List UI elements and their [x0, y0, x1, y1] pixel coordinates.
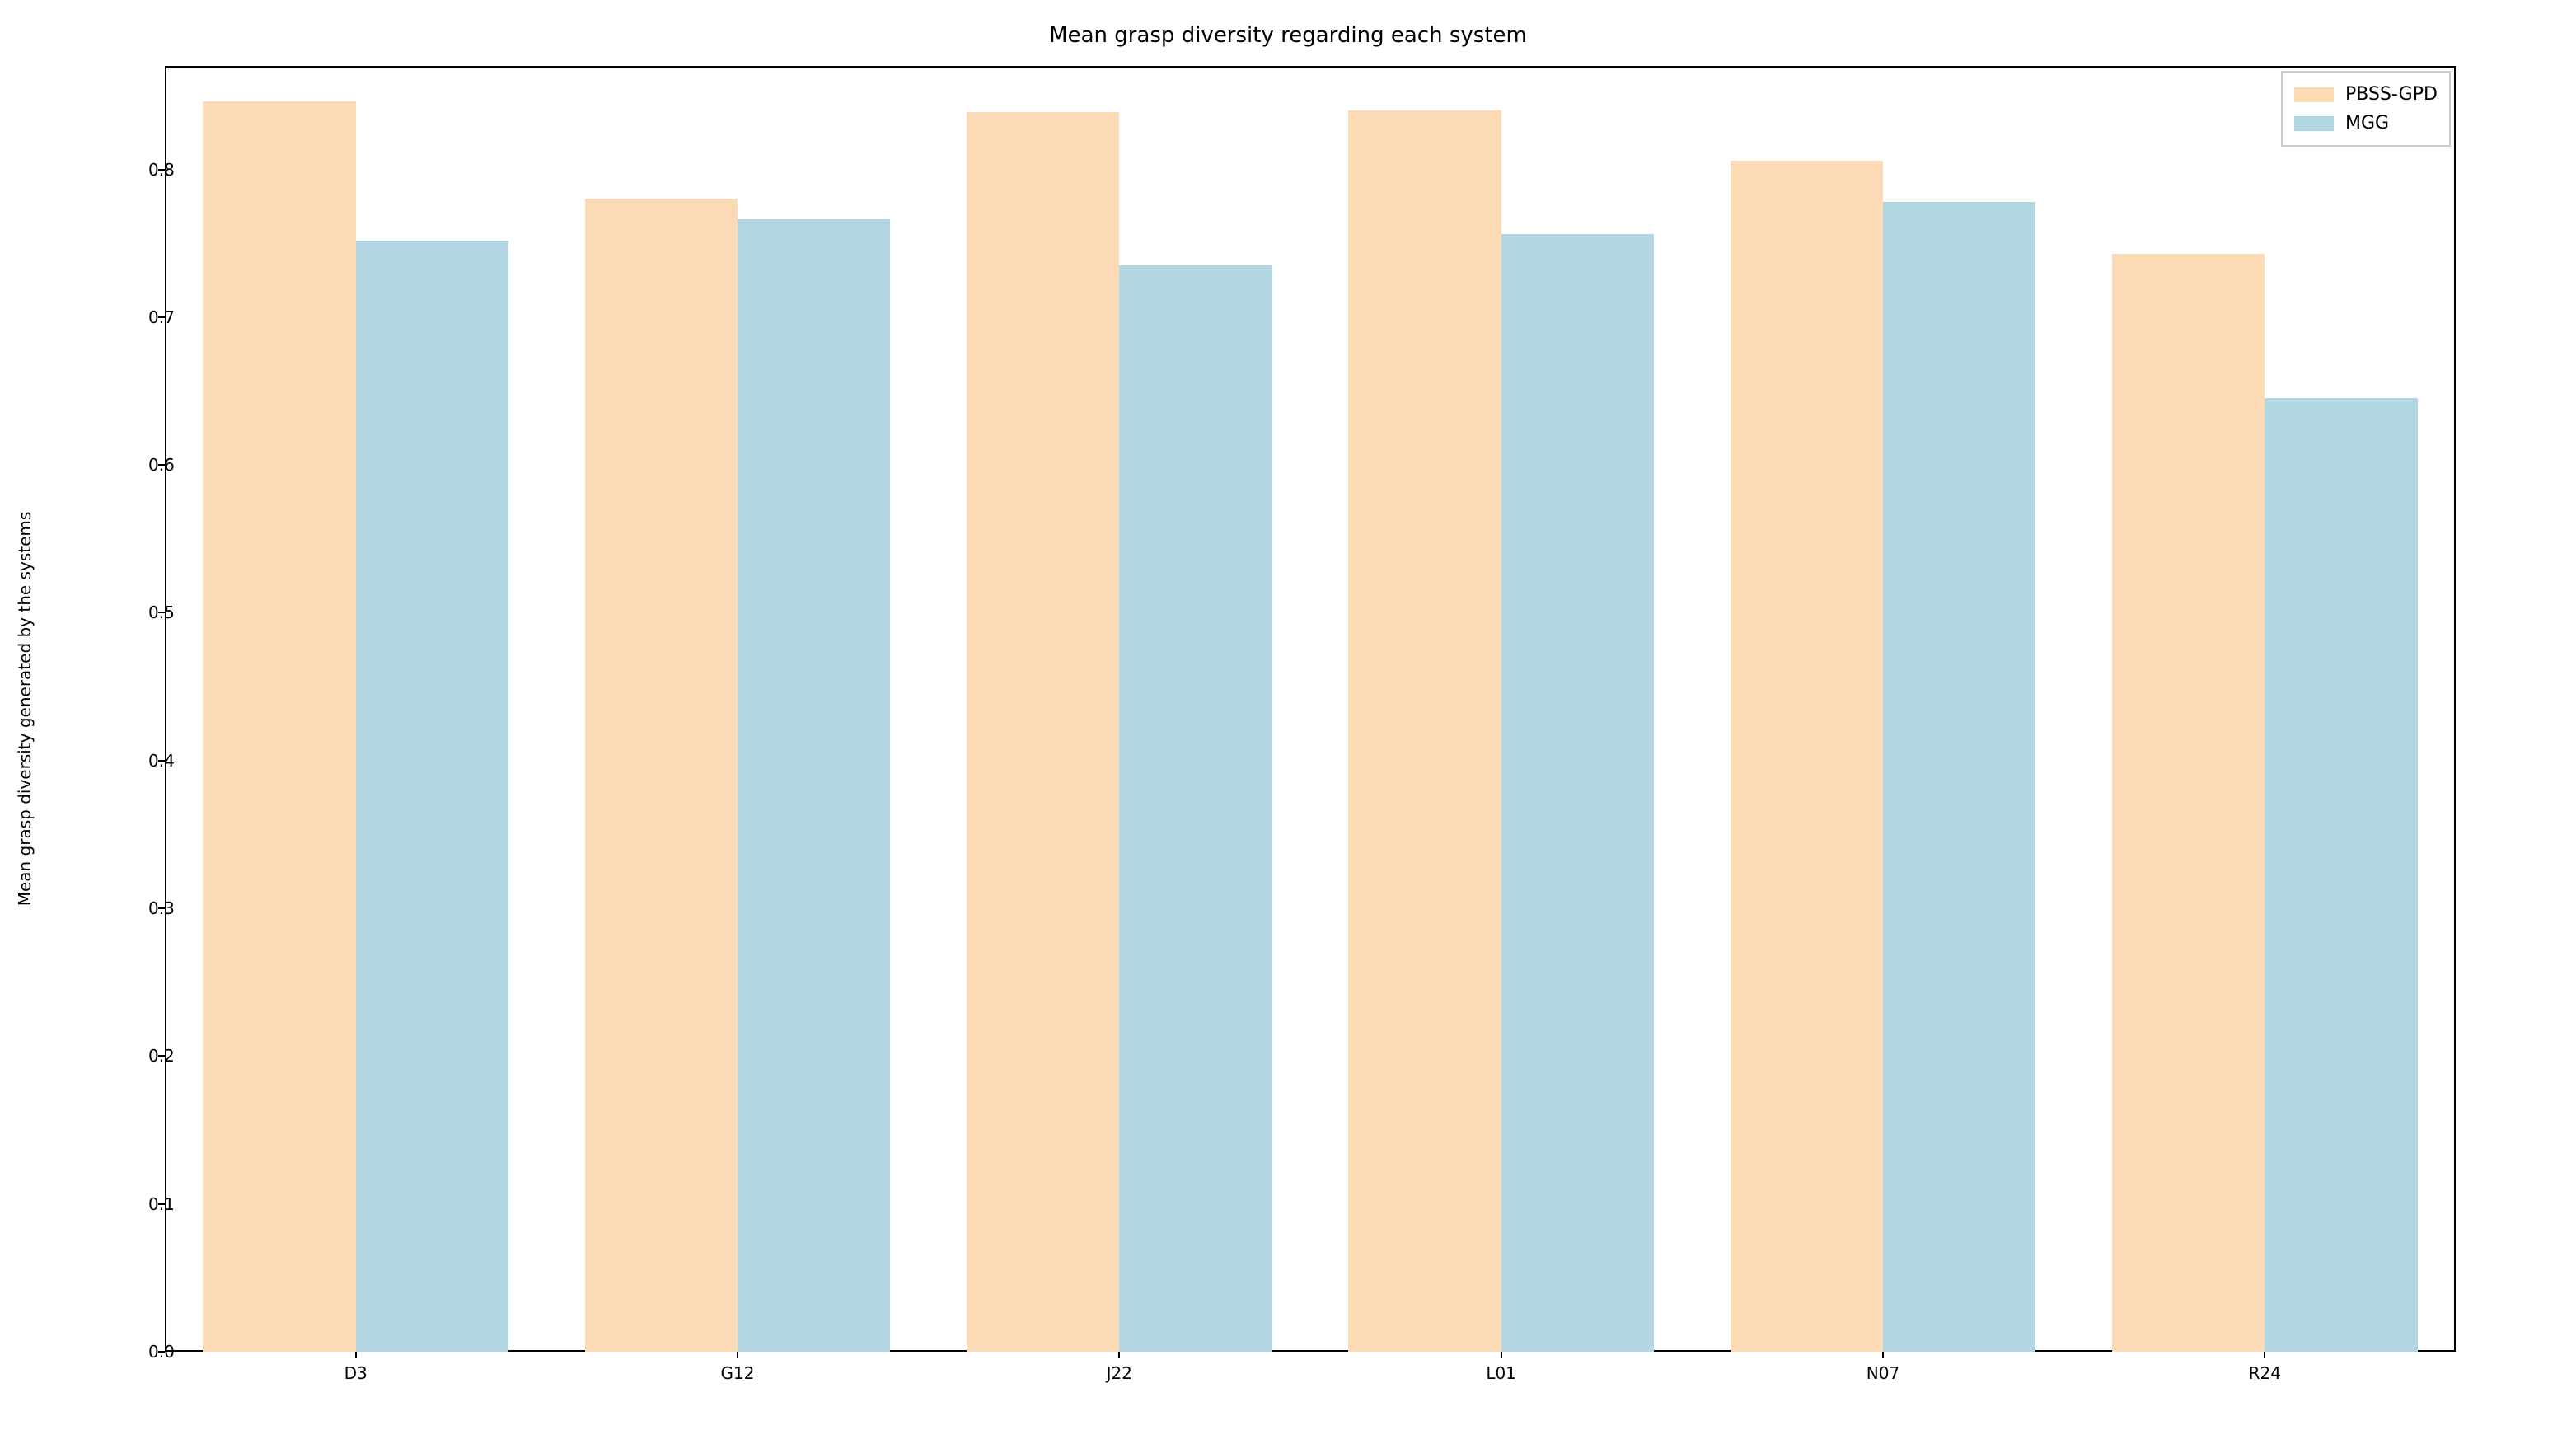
bar: [585, 199, 738, 1352]
chart-title: Mean grasp diversity regarding each syst…: [0, 23, 2576, 48]
plot-area: 0.00.10.20.30.40.50.60.70.8D3G12J22L01N0…: [165, 66, 2456, 1352]
x-tick: [737, 1352, 738, 1358]
legend-label: PBSS-GPD: [2345, 84, 2438, 105]
legend-label: MGG: [2345, 113, 2389, 134]
x-tick-label: G12: [721, 1363, 755, 1383]
bar: [1348, 110, 1501, 1352]
legend-item: MGG: [2294, 113, 2438, 134]
bar: [738, 219, 890, 1352]
y-tick-label: 0.2: [148, 1046, 150, 1066]
bar: [2265, 398, 2417, 1352]
x-tick-label: R24: [2249, 1363, 2281, 1383]
axis-spine: [2454, 66, 2456, 1352]
y-tick-label: 0.8: [148, 160, 150, 180]
bar: [356, 241, 508, 1352]
axis-spine: [165, 66, 2456, 68]
bar: [2112, 254, 2265, 1352]
x-tick: [1118, 1352, 1120, 1358]
chart-container: Mean grasp diversity regarding each syst…: [0, 0, 2576, 1430]
axis-spine: [165, 66, 166, 1352]
x-tick-label: D3: [344, 1363, 368, 1383]
bar: [203, 101, 355, 1352]
x-tick-label: L01: [1486, 1363, 1516, 1383]
x-tick: [1882, 1352, 1884, 1358]
legend-swatch: [2294, 116, 2334, 131]
legend-item: PBSS-GPD: [2294, 84, 2438, 105]
y-tick-label: 0.6: [148, 455, 150, 475]
x-tick-label: J22: [1107, 1363, 1132, 1383]
y-tick-label: 0.3: [148, 898, 150, 918]
legend: PBSS-GPD MGG: [2281, 71, 2451, 147]
legend-swatch: [2294, 87, 2334, 102]
bar: [1501, 234, 1654, 1352]
y-tick-label: 0.1: [148, 1194, 150, 1214]
y-tick-label: 0.0: [148, 1342, 150, 1362]
x-tick-label: N07: [1866, 1363, 1899, 1383]
x-tick: [2264, 1352, 2265, 1358]
y-tick-label: 0.4: [148, 751, 150, 771]
bar: [1883, 202, 2035, 1352]
bar: [1119, 265, 1272, 1352]
x-tick: [355, 1352, 357, 1358]
y-axis-label: Mean grasp diversity generated by the sy…: [15, 512, 35, 907]
y-tick-label: 0.5: [148, 602, 150, 622]
x-tick: [1501, 1352, 1502, 1358]
bar: [967, 112, 1119, 1352]
bar: [1731, 161, 1883, 1352]
y-tick-label: 0.7: [148, 307, 150, 327]
